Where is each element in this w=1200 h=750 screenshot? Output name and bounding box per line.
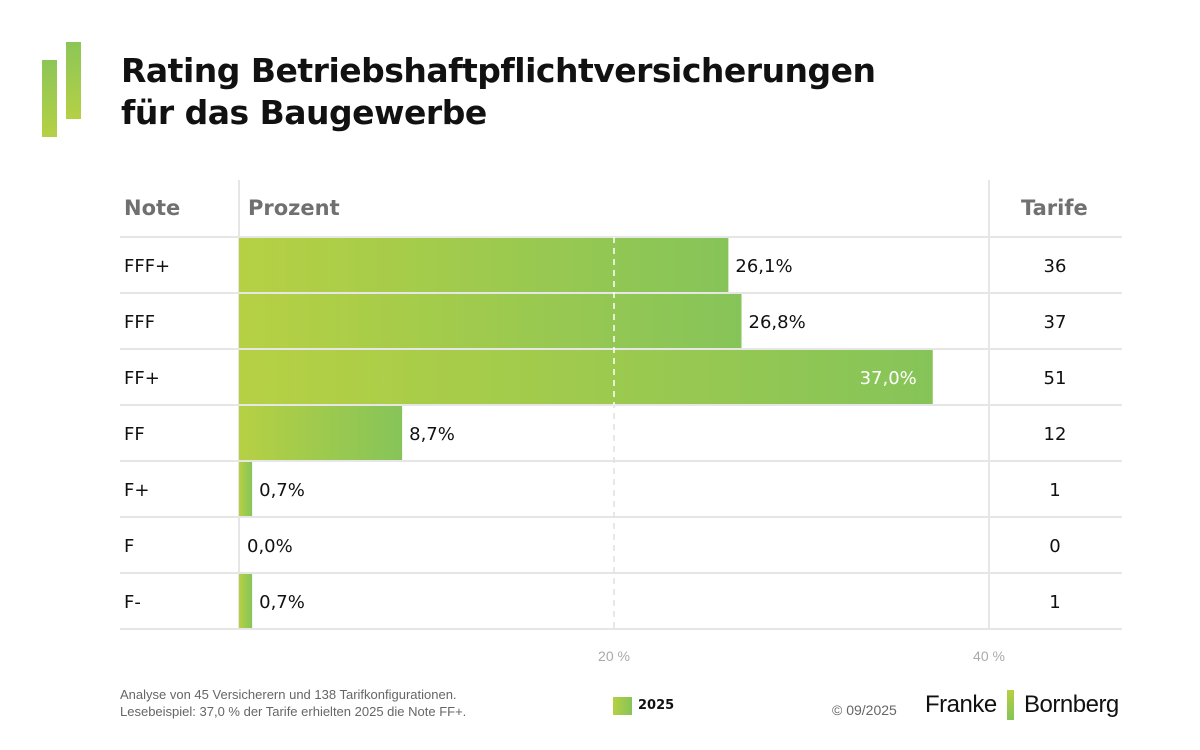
category-label: F [124,536,134,557]
value-label: 8,7% [409,424,455,445]
header-tariffs: Tarife [1021,196,1088,220]
logo-bar [42,60,57,137]
value-label: 26,8% [749,312,806,333]
copyright: © 09/2025 [832,702,897,718]
tariff-count: 51 [1044,368,1067,389]
footnote: Analyse von 45 Versicherern und 138 Tari… [120,686,466,720]
bar [239,350,933,404]
value-label: 37,0% [860,368,917,389]
value-label: 0,7% [259,480,305,501]
value-label: 0,7% [259,592,305,613]
value-label: 0,0% [247,536,293,557]
title-line-1: Rating Betriebshaftpflichtversicherungen [121,51,876,90]
tariff-count: 1 [1049,592,1060,613]
category-label: FFF+ [124,256,170,277]
value-label: 26,1% [735,256,792,277]
brand-logo: Franke Bornberg [925,690,1119,720]
category-label: FF+ [124,368,160,389]
tariff-count: 12 [1044,424,1067,445]
bar [239,238,729,292]
bar [239,406,403,460]
category-label: F- [124,592,141,613]
bar [239,294,742,348]
x-tick-label: 40 % [973,648,1005,664]
title-line-2: für das Baugewerbe [121,93,487,132]
category-label: FFF [124,312,155,333]
bar [239,574,253,628]
footnote-line-1: Analyse von 45 Versicherern und 138 Tari… [120,687,457,702]
category-label: F+ [124,480,149,501]
legend-label: 2025 [638,698,675,713]
legend-swatch [613,697,632,715]
logo-bar [66,42,81,119]
tariff-count: 0 [1049,536,1060,557]
tariff-count: 36 [1044,256,1067,277]
brand-separator [1006,690,1014,720]
brand-left: Franke [925,691,997,718]
tariff-count: 1 [1049,480,1060,501]
bar [239,462,253,516]
header-percent: Prozent [248,196,340,220]
tariff-count: 37 [1044,312,1067,333]
header-note: Note [124,196,181,220]
x-tick-label: 20 % [598,648,630,664]
chart-title: Rating Betriebshaftpflichtversicherungen… [121,50,876,134]
brand-right: Bornberg [1024,691,1119,718]
category-label: FF [124,424,145,445]
footnote-line-2: Lesebeispiel: 37,0 % der Tarife erhielte… [120,704,467,719]
